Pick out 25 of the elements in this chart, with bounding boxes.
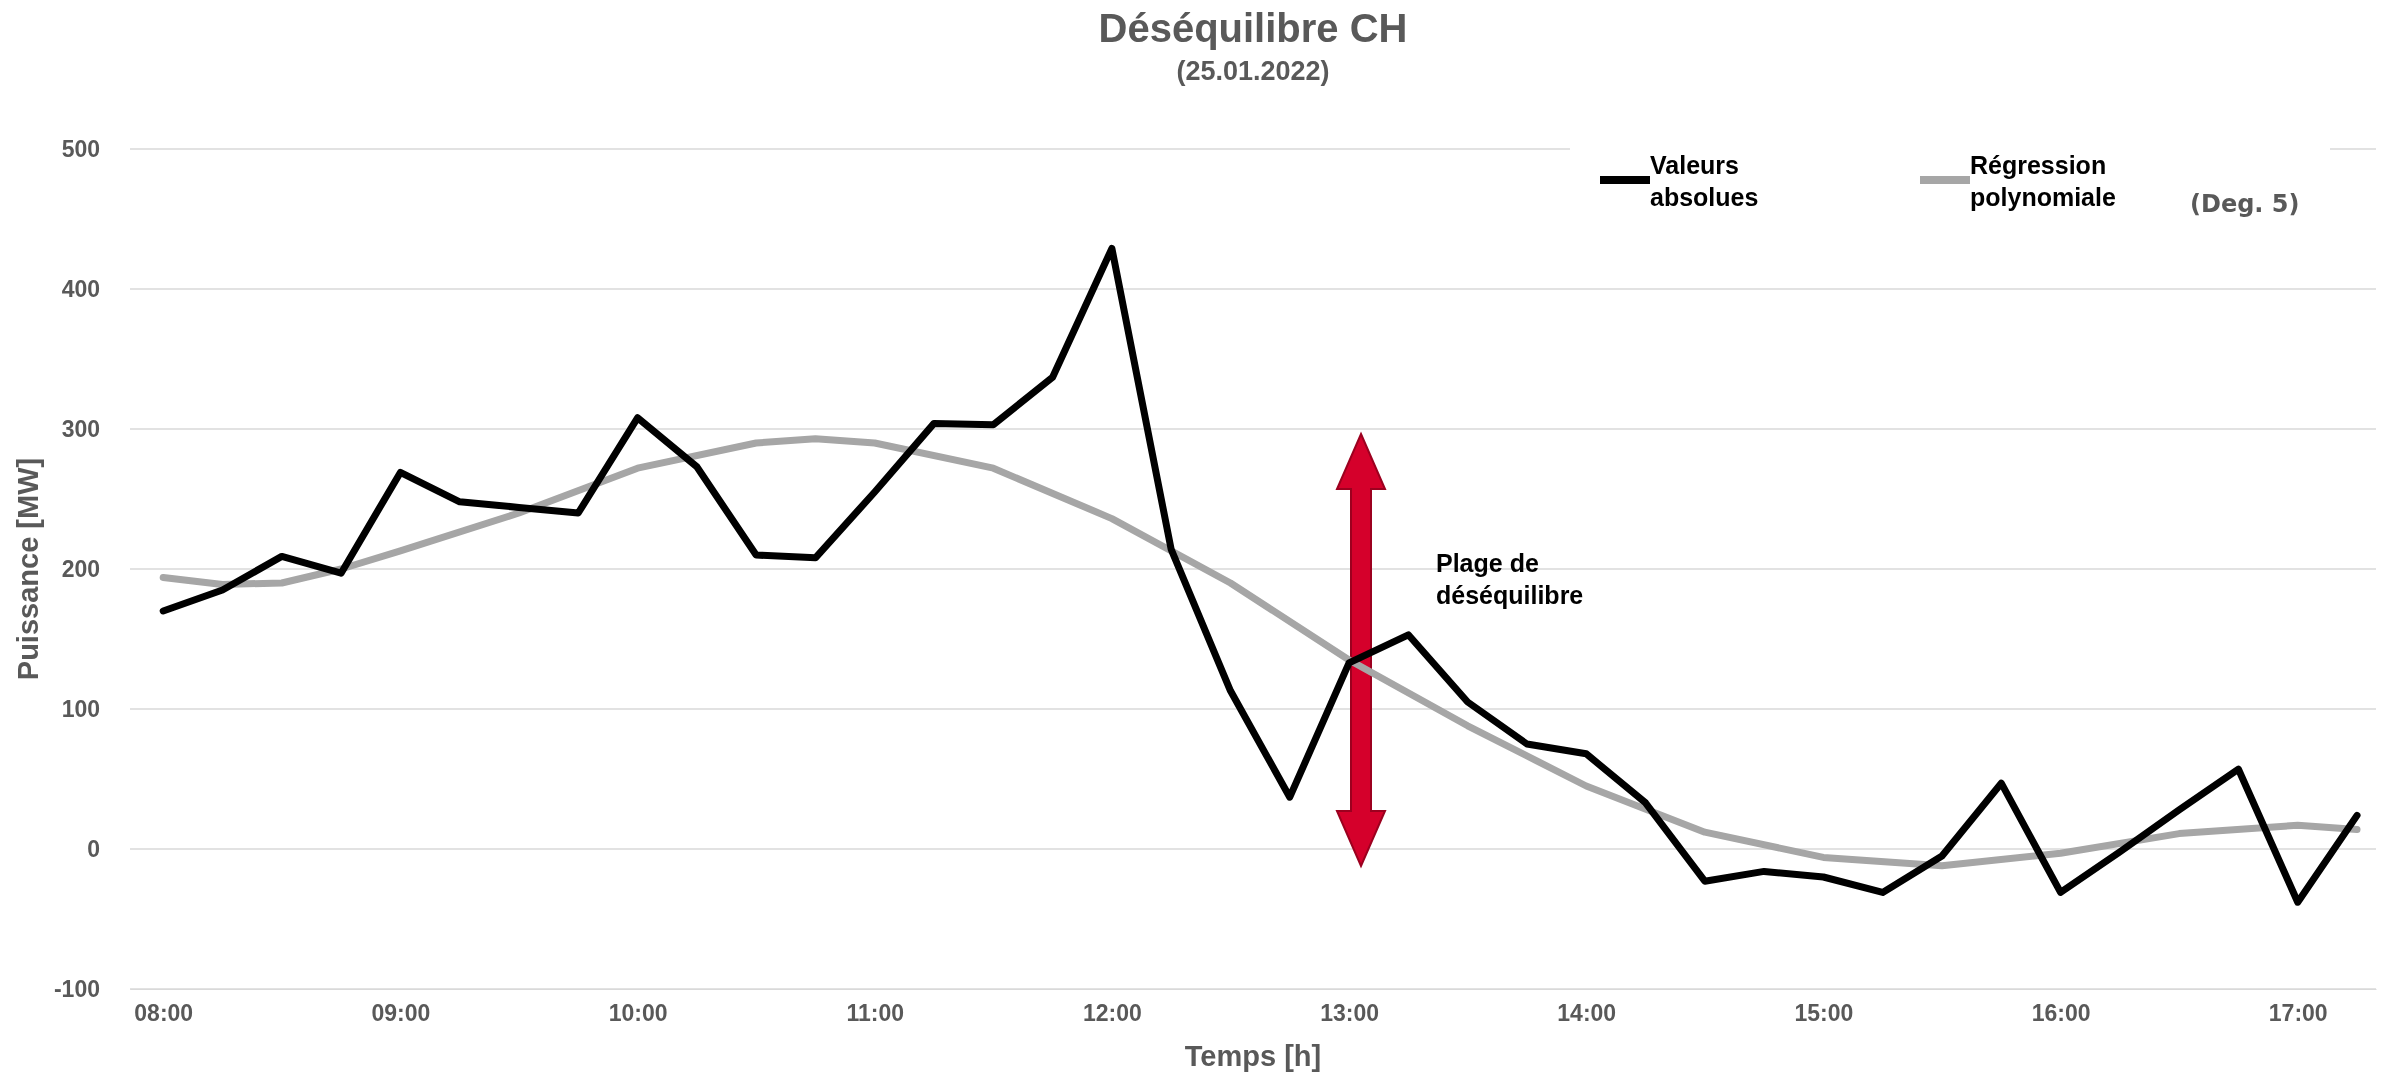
y-tick-label: 500 bbox=[61, 135, 100, 162]
x-tick-label: 17:00 bbox=[2268, 1000, 2328, 1027]
y-tick-label: 0 bbox=[87, 835, 100, 862]
x-tick-label: 15:00 bbox=[1794, 1000, 1854, 1027]
annotation: (Deg. 5) bbox=[2190, 190, 2300, 218]
y-tick-label: 100 bbox=[61, 695, 100, 722]
y-tick-label: 200 bbox=[61, 555, 100, 582]
x-axis-title: Temps [h] bbox=[1184, 1040, 1322, 1072]
legend-label: Valeurs absolues bbox=[1650, 151, 1759, 211]
x-tick-label: 12:00 bbox=[1082, 1000, 1142, 1027]
x-tick-label: 16:00 bbox=[2031, 1000, 2091, 1027]
x-tick-label: 11:00 bbox=[846, 1000, 904, 1027]
y-tick-label: 400 bbox=[61, 275, 100, 302]
legend-label: Régression polynomiale bbox=[1970, 151, 2116, 211]
chart-title: Déséquilibre CH bbox=[1098, 6, 1408, 50]
x-tick-label: 10:00 bbox=[608, 1000, 668, 1027]
y-tick-label: -100 bbox=[53, 975, 100, 1002]
y-axis-title: Puissance [MW] bbox=[12, 457, 44, 681]
x-tick-label: 14:00 bbox=[1557, 1000, 1617, 1027]
x-tick-label: 13:00 bbox=[1320, 1000, 1379, 1027]
x-tick-label: 08:00 bbox=[134, 1000, 194, 1027]
chart-subtitle: (25.01.2022) bbox=[1176, 56, 1330, 86]
y-tick-label: 300 bbox=[61, 415, 100, 442]
x-tick-label: 09:00 bbox=[371, 1000, 431, 1027]
annotation: Plage de déséquilibre bbox=[1436, 549, 1584, 609]
